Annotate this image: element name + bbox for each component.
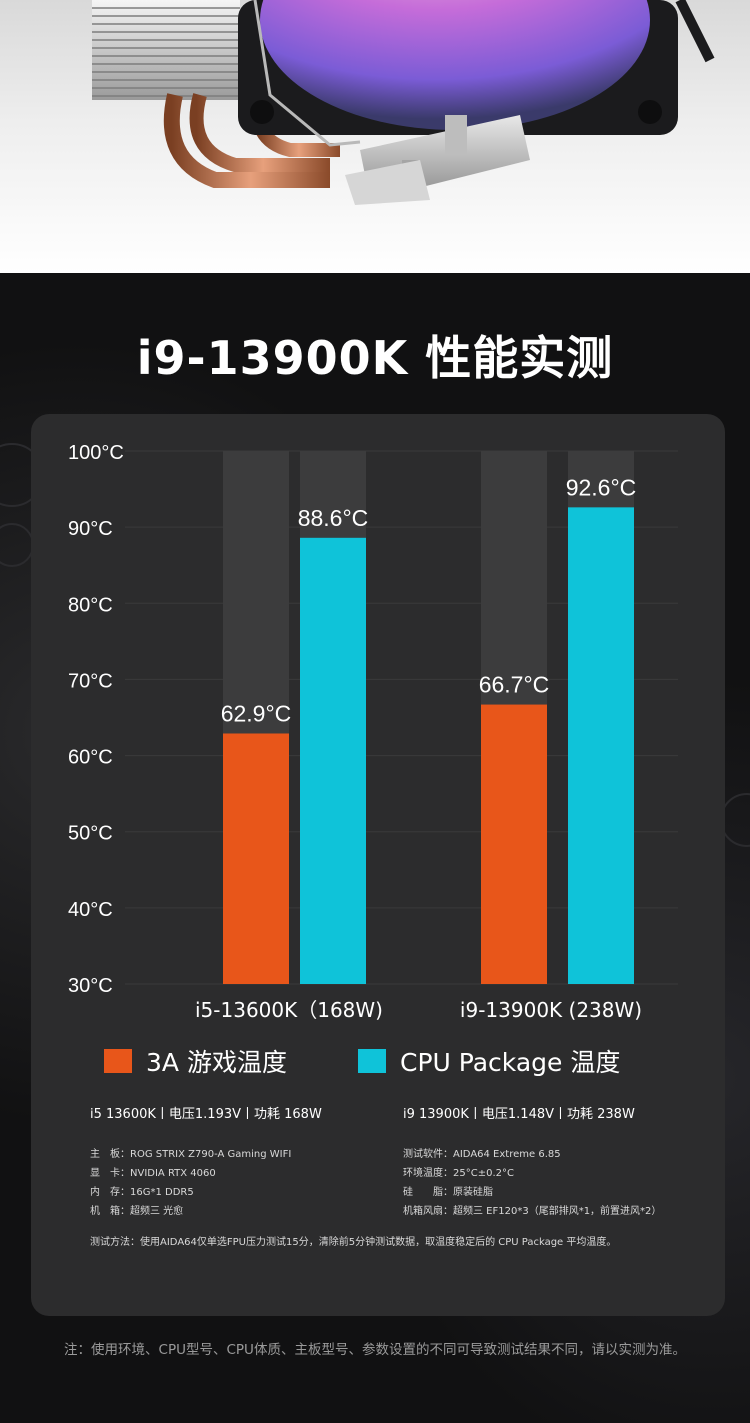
spec-line-case-fans: 机箱风扇：超频三 EF120*3（尾部排风*1，前置进风*2）	[403, 1206, 662, 1217]
spec-line-software: 测试软件：AIDA64 Extreme 6.85	[403, 1149, 561, 1160]
legend-item-game: 3A 游戏温度	[104, 1043, 287, 1079]
legend-label-cpu: CPU Package 温度	[400, 1048, 621, 1077]
y-tick-label: 90°C	[68, 518, 113, 540]
product-hero-image	[0, 0, 750, 273]
footnote: 注：使用环境、CPU型号、CPU体质、主板型号、参数设置的不同可导致测试结果不同…	[64, 1342, 686, 1358]
y-tick-label: 50°C	[68, 823, 113, 845]
spec-header-right: i9 13900K丨电压1.148V丨功耗 238W	[403, 1107, 635, 1122]
y-tick-label: 60°C	[68, 747, 113, 769]
bar-cpu-package-temp	[300, 537, 366, 984]
bar-cpu-package-temp	[568, 507, 634, 984]
spec-header-left: i5 13600K丨电压1.193V丨功耗 168W	[90, 1107, 322, 1122]
legend-swatch-game	[104, 1049, 132, 1073]
spec-line-memory: 内 存：16G*1 DDR5	[90, 1187, 194, 1198]
x-category-label: i9-13900K (238W)	[460, 998, 642, 1022]
page-title: i9-13900K 性能实测	[136, 331, 614, 385]
y-tick-label: 100°C	[68, 442, 124, 464]
legend-label-game: 3A 游戏温度	[146, 1048, 287, 1077]
test-method: 测试方法：使用AIDA64仅单选FPU压力测试15分，清除前5分钟测试数据，取温…	[90, 1237, 617, 1248]
y-tick-label: 30°C	[68, 975, 113, 997]
y-tick-label: 40°C	[68, 899, 113, 921]
spec-line-thermal-paste: 硅 脂：原装硅脂	[403, 1187, 493, 1198]
x-category-label: i5-13600K（168W)	[195, 998, 383, 1022]
bar-value-label: 62.9°C	[221, 700, 292, 726]
legend-item-cpu: CPU Package 温度	[358, 1043, 620, 1079]
bar-value-label: 92.6°C	[566, 474, 637, 500]
y-tick-label: 80°C	[68, 594, 113, 616]
spec-line-ambient: 环境温度：25°C±0.2°C	[403, 1168, 514, 1179]
bar-value-label: 66.7°C	[479, 672, 550, 698]
bar-game-temp	[223, 733, 289, 984]
bar-game-temp	[481, 704, 547, 984]
bar-value-label: 88.6°C	[298, 505, 369, 531]
legend-swatch-cpu	[358, 1049, 386, 1073]
y-tick-label: 70°C	[68, 670, 113, 692]
spec-line-motherboard: 主 板：ROG STRIX Z790-A Gaming WIFI	[90, 1149, 292, 1160]
cooler-illustration	[92, 0, 715, 205]
spec-line-case: 机 箱：超频三 光愈	[90, 1206, 184, 1217]
spec-line-gpu: 显 卡：NVIDIA RTX 4060	[90, 1168, 216, 1179]
